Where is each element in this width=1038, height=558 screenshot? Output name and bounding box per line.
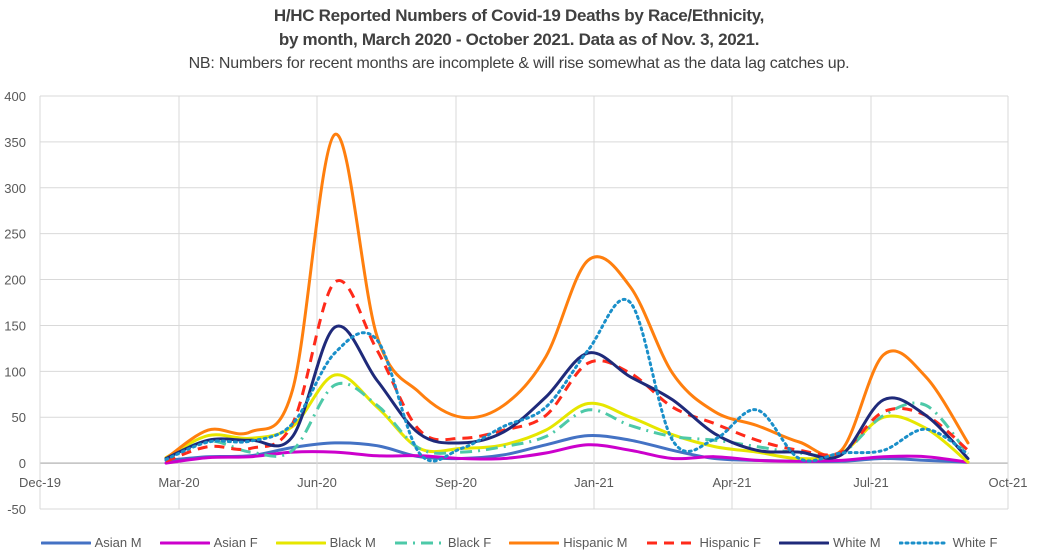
legend-item-black-m: Black M <box>275 535 376 550</box>
legend-item-white-f: White F <box>898 535 998 550</box>
series-line-white-m <box>164 324 970 461</box>
x-tick-label: Dec-19 <box>19 475 61 490</box>
chart-title-block: H/HC Reported Numbers of Covid-19 Deaths… <box>0 4 1038 76</box>
y-tick-label: 50 <box>12 410 26 425</box>
legend-item-hispanic-f: Hispanic F <box>646 535 761 550</box>
legend-swatch <box>40 541 91 544</box>
line-chart: 400 350 300 250 200 150 100 50 0 -50 Dec-19 Mar-20… <box>4 89 1027 517</box>
legend-label: Hispanic F <box>699 535 761 550</box>
series-hispanic-m <box>164 132 970 461</box>
legend-swatch <box>275 541 326 544</box>
legend-label: Hispanic M <box>563 535 628 550</box>
legend-swatch <box>646 541 695 544</box>
series-white-f <box>164 298 970 463</box>
legend-item-asian-f: Asian F <box>159 535 258 550</box>
y-tick-label: -50 <box>7 502 26 517</box>
legend-label: Black M <box>329 535 376 550</box>
y-tick-label: 150 <box>4 318 26 333</box>
series-line-hispanic-m <box>164 132 970 461</box>
y-tick-label: 400 <box>4 89 26 104</box>
y-tick-label: 0 <box>19 456 26 471</box>
legend-label: Asian F <box>213 535 258 550</box>
series-line-white-f <box>164 298 970 463</box>
y-tick-label: 200 <box>4 273 26 288</box>
x-tick-label: Sep-20 <box>435 475 477 490</box>
x-tick-label: Mar-20 <box>158 475 199 490</box>
x-tick-label: Apr-21 <box>712 475 751 490</box>
legend-swatch <box>159 541 210 544</box>
chart-legend: Asian M Asian F Black M Black F Hispanic M Hi… <box>0 535 1038 550</box>
y-tick-label: 100 <box>4 364 26 379</box>
chart-title-line2: by month, March 2020 - October 2021. Dat… <box>278 30 760 49</box>
chart-title: H/HC Reported Numbers of Covid-19 Deaths… <box>273 6 765 25</box>
y-axis-ticks: 400 350 300 250 200 150 100 50 0 -50 <box>4 89 26 517</box>
series-line-asian-f <box>164 443 970 465</box>
x-tick-label: Oct-21 <box>988 475 1027 490</box>
legend-label: Black F <box>447 535 492 550</box>
y-tick-label: 350 <box>4 135 26 150</box>
legend-label: White F <box>952 535 998 550</box>
legend-label: Asian M <box>94 535 142 550</box>
x-tick-label: Jul-21 <box>853 475 888 490</box>
y-tick-label: 300 <box>4 181 26 196</box>
legend-swatch <box>394 541 443 544</box>
x-axis-ticks: Dec-19 Mar-20 Jun-20 Sep-20 Jan-21 Apr-21 Jul-… <box>19 475 1027 490</box>
series-asian-f <box>164 443 970 465</box>
chart-subtitle: NB: Numbers for recent months are incomp… <box>188 55 850 72</box>
legend-item-black-f: Black F <box>394 535 491 550</box>
series-lines <box>164 132 970 465</box>
legend-item-hispanic-m: Hispanic M <box>509 535 628 550</box>
legend-item-white-m: White M <box>778 535 881 550</box>
series-hispanic-f <box>165 278 969 463</box>
x-tick-label: Jan-21 <box>574 475 614 490</box>
legend-swatch <box>898 541 949 544</box>
series-line-hispanic-f <box>165 278 969 463</box>
legend-swatch <box>778 541 829 544</box>
y-tick-label: 250 <box>4 227 26 242</box>
legend-item-asian-m: Asian M <box>40 535 142 550</box>
x-tick-label: Jun-20 <box>297 475 337 490</box>
legend-swatch <box>509 541 560 544</box>
legend-label: White M <box>832 535 881 550</box>
